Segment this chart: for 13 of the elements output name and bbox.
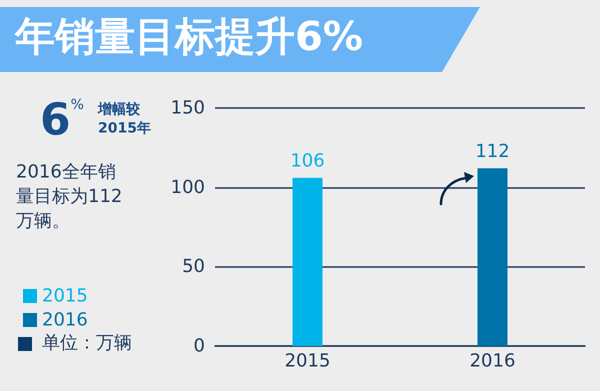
y-tick-label: 100 [170, 176, 205, 198]
y-axis-title: 单位：万辆 [42, 332, 132, 354]
text: 2016全年销量目标为112万辆。 [16, 162, 122, 232]
text: 增幅较2015年 [97, 101, 151, 136]
chart-title: 年销量目标提升6% [14, 14, 363, 60]
y-tick-label: 150 [170, 98, 205, 118]
data-label: 112 [475, 140, 510, 162]
y-tick-label: 0 [194, 336, 205, 356]
data-label: 106 [290, 150, 325, 172]
y-tick-label: 50 [182, 256, 205, 278]
text: 6% [40, 94, 84, 146]
legend-label: 2016 [42, 310, 88, 330]
legend-label: 2015 [42, 286, 88, 306]
